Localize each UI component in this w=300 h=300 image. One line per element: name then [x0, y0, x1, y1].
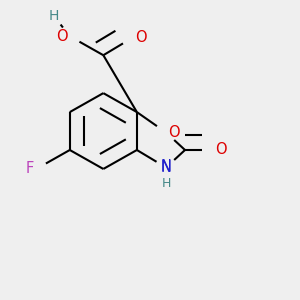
- Text: O: O: [168, 125, 180, 140]
- Text: O: O: [135, 30, 146, 45]
- Text: H: H: [49, 9, 59, 23]
- Text: N: N: [160, 160, 172, 175]
- Text: N: N: [160, 158, 172, 173]
- Text: F: F: [26, 161, 34, 176]
- Text: O: O: [56, 29, 68, 44]
- Text: H: H: [161, 177, 171, 190]
- Text: O: O: [215, 142, 227, 158]
